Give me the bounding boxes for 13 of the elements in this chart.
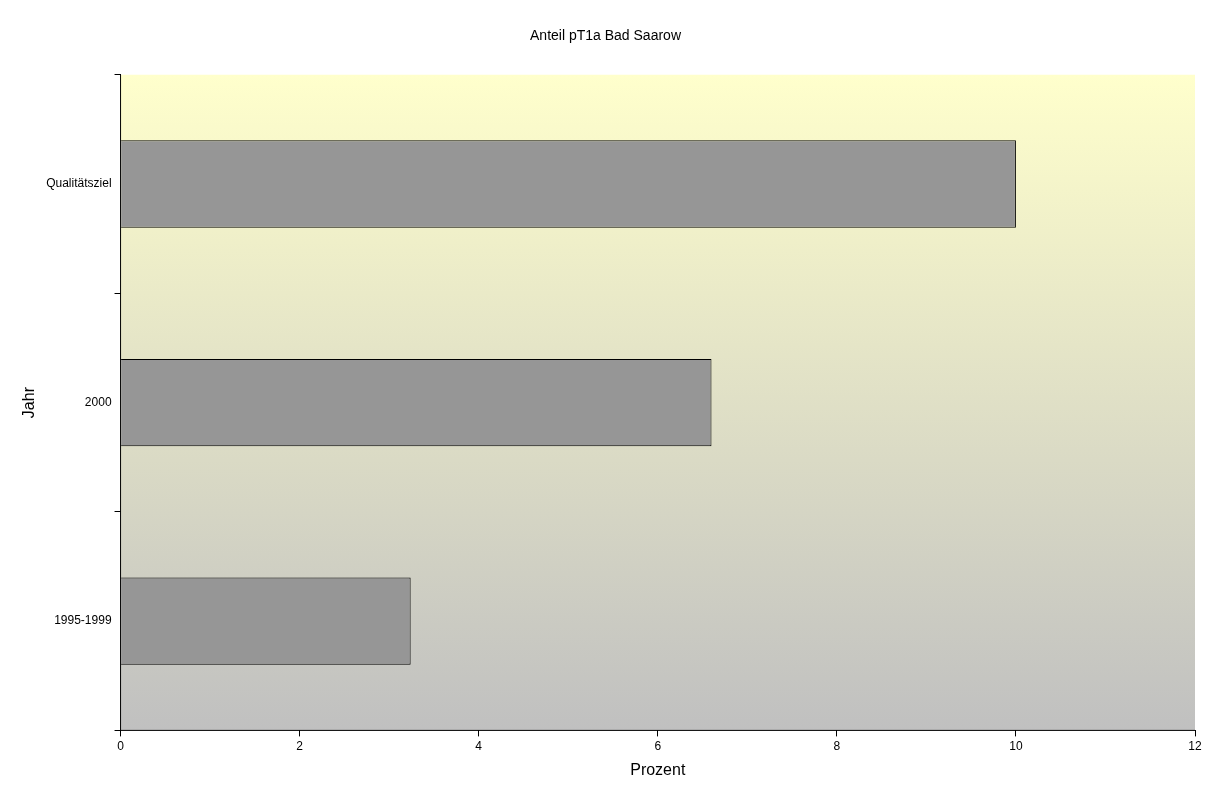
x-tick-label: 0	[117, 738, 125, 753]
y-tick-label: 1995-1999	[54, 613, 112, 628]
y-tick-label: Qualitätsziel	[46, 176, 112, 191]
x-tick-label: 10	[1009, 738, 1023, 753]
y-axis-title: Jahr	[20, 386, 38, 419]
x-tick-label: 6	[654, 738, 662, 753]
x-axis-title: Prozent	[630, 760, 686, 778]
x-tick-label: 4	[475, 738, 483, 753]
x-tick-label: 2	[296, 738, 304, 753]
x-tick-label: 8	[833, 738, 841, 753]
chart-title: Anteil pT1a Bad Saarow	[530, 27, 682, 44]
y-tick-label: 2000	[84, 394, 112, 409]
x-tick-label: 12	[1188, 738, 1202, 753]
